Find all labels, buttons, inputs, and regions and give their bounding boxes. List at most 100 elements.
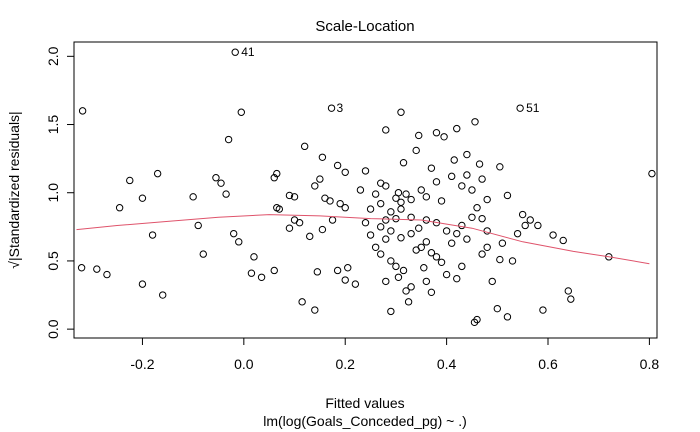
data-point — [217, 179, 225, 187]
data-point — [493, 304, 502, 313]
data-point — [534, 221, 542, 230]
data-point — [432, 253, 441, 261]
data-point — [442, 270, 451, 279]
model-formula-label: lm(log(Goals_Conceded_pg) ~ .) — [263, 413, 467, 429]
data-point — [437, 258, 446, 266]
data-point — [327, 104, 336, 112]
x-axis-label: Fitted values — [325, 395, 404, 411]
data-point — [397, 198, 405, 206]
data-point — [488, 277, 496, 286]
data-point — [473, 204, 481, 212]
data-point — [361, 219, 370, 227]
data-point — [648, 169, 656, 178]
data-point — [432, 178, 441, 186]
data-point — [422, 238, 431, 246]
data-point — [458, 262, 466, 271]
data-point — [415, 224, 423, 232]
data-point — [318, 225, 327, 234]
data-point — [397, 108, 405, 116]
x-tick-label: 0.0 — [234, 356, 254, 372]
data-point — [508, 257, 517, 265]
data-point — [126, 176, 134, 185]
data-point — [521, 221, 529, 230]
data-point — [453, 124, 461, 133]
data-point — [407, 195, 415, 204]
data-point — [199, 250, 207, 258]
data-point — [382, 235, 390, 243]
data-point — [420, 264, 428, 272]
data-point — [313, 268, 322, 276]
data-point — [351, 280, 360, 288]
data-point — [458, 221, 466, 230]
y-axis: 0.0 0.5 1.0 1.5 2.0 — [45, 46, 75, 339]
data-point — [458, 182, 466, 190]
data-point — [318, 153, 327, 161]
data-point — [549, 231, 557, 239]
data-point — [392, 262, 400, 271]
data-point — [394, 273, 403, 281]
data-point — [270, 174, 278, 182]
data-point — [231, 48, 239, 56]
data-point — [257, 273, 266, 281]
data-point — [463, 150, 471, 159]
data-point — [412, 146, 420, 155]
x-tick-label: -0.2 — [130, 356, 154, 372]
point-label: 41 — [241, 45, 255, 59]
data-point — [427, 164, 436, 172]
data-point — [328, 216, 337, 224]
x-axis: -0.2 0.0 0.2 0.4 0.6 0.8 — [130, 337, 660, 372]
data-point — [78, 107, 87, 115]
data-point — [273, 169, 281, 178]
data-point — [341, 276, 349, 284]
data-point — [311, 306, 319, 314]
data-point — [404, 298, 413, 306]
data-point — [371, 190, 380, 198]
data-point — [503, 191, 512, 200]
data-point — [387, 307, 395, 316]
data-point — [235, 238, 243, 246]
y-tick-label: 1.5 — [45, 115, 61, 135]
data-point — [468, 213, 476, 221]
data-point — [103, 270, 111, 279]
data-point — [237, 108, 245, 116]
data-point — [407, 229, 415, 238]
data-point — [333, 161, 342, 170]
data-point — [387, 208, 395, 216]
x-tick-label: 0.4 — [437, 356, 457, 372]
data-point — [417, 186, 425, 194]
data-point — [447, 172, 456, 181]
data-point — [402, 190, 410, 198]
residual-points — [77, 48, 656, 327]
data-point — [478, 250, 486, 258]
data-point — [415, 131, 423, 140]
data-point — [496, 255, 504, 264]
data-point — [295, 219, 304, 227]
data-point — [475, 160, 484, 168]
data-point — [341, 168, 349, 176]
data-point — [366, 231, 375, 239]
data-point — [77, 264, 86, 272]
data-point — [513, 229, 522, 238]
data-point — [427, 288, 436, 297]
data-point — [567, 295, 575, 303]
data-point — [93, 265, 101, 273]
data-point — [453, 274, 461, 283]
data-point — [247, 269, 256, 277]
data-point — [275, 205, 284, 213]
data-point — [498, 239, 507, 247]
data-point — [422, 193, 431, 201]
data-point — [382, 182, 390, 190]
data-point — [526, 216, 534, 224]
smooth-line-group — [76, 214, 650, 265]
data-point — [422, 277, 431, 286]
x-tick-label: 0.8 — [640, 356, 660, 372]
data-point — [387, 257, 395, 265]
x-tick-label: 0.2 — [335, 356, 355, 372]
data-point — [442, 227, 451, 235]
y-tick-label: 0.0 — [45, 319, 61, 339]
data-point — [333, 266, 342, 275]
data-point — [344, 264, 352, 272]
data-point — [503, 313, 512, 321]
data-point — [377, 199, 385, 208]
data-point — [371, 243, 380, 251]
